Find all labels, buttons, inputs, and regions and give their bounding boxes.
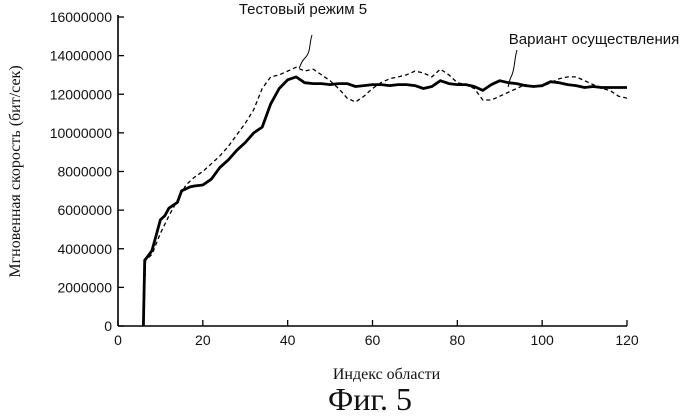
series-line-embodiment <box>143 77 627 326</box>
y-tick-label: 14000000 <box>50 48 113 64</box>
y-tick-label: 10000000 <box>50 125 113 141</box>
x-tick-label: 60 <box>365 332 381 348</box>
y-ticks: 0 2000000 4000000 6000000 8000000 10000000 120… <box>50 9 124 334</box>
figure-caption: Фиг. 5 <box>328 381 412 417</box>
x-tick-label: 0 <box>114 332 122 348</box>
x-tick-label: 40 <box>280 332 296 348</box>
y-tick-label: 8000000 <box>57 164 112 180</box>
leader-line-test-mode <box>299 35 312 68</box>
series-label-embodiment: Вариант осуществления <box>509 31 679 48</box>
x-ticks: 0 20 40 60 80 100 120 <box>114 320 639 348</box>
y-tick-label: 6000000 <box>57 202 112 218</box>
leader-line-embodiment <box>508 50 517 87</box>
series-line-test-mode <box>143 67 627 326</box>
chart: 0 2000000 4000000 6000000 8000000 10000000 120… <box>7 1 679 383</box>
x-tick-label: 100 <box>530 332 554 348</box>
x-tick-label: 20 <box>195 332 211 348</box>
x-tick-label: 80 <box>450 332 466 348</box>
series-label-test-mode: Тестовый режим 5 <box>239 1 367 18</box>
y-axis-title: Мгновенная скорость (бит/сек) <box>7 65 24 277</box>
y-tick-label: 0 <box>104 318 112 334</box>
series-layer <box>143 67 627 326</box>
y-tick-label: 12000000 <box>50 86 113 102</box>
y-tick-label: 2000000 <box>57 279 112 295</box>
y-tick-label: 16000000 <box>50 9 113 25</box>
x-tick-label: 120 <box>615 332 639 348</box>
y-tick-label: 4000000 <box>57 241 112 257</box>
